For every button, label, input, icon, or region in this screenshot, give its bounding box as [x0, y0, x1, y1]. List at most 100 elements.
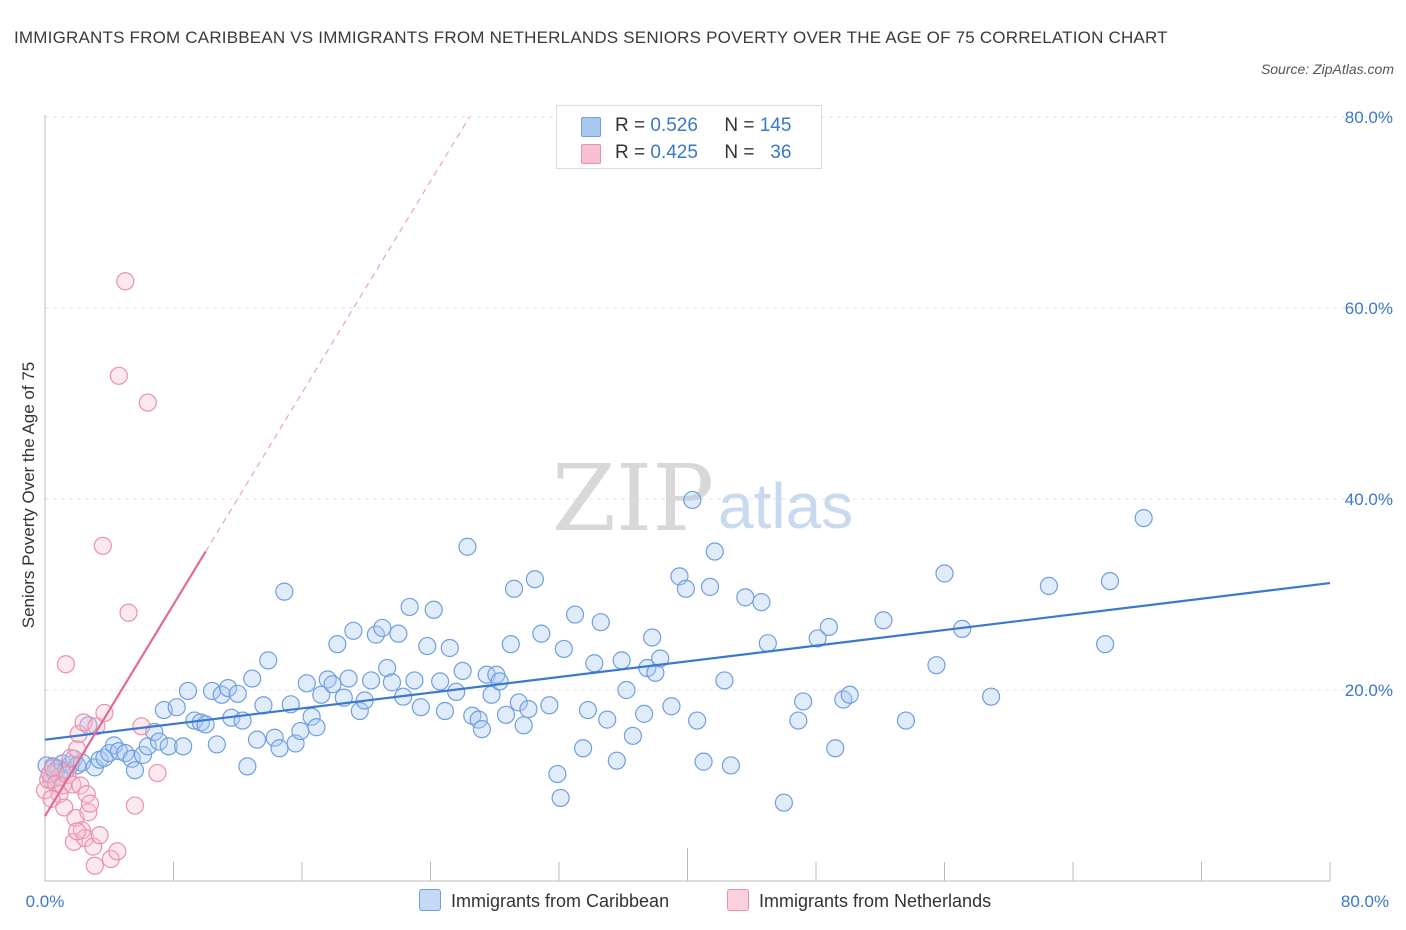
x-tick-label-max: 80.0%: [1341, 892, 1389, 911]
watermark: ZIP atlas: [552, 445, 853, 552]
data-point: [585, 654, 604, 673]
y-tick-label: 80.0%: [1345, 108, 1393, 127]
data-point: [694, 752, 713, 771]
data-point: [774, 793, 793, 812]
data-point: [981, 687, 1001, 706]
chart-source: Source: ZipAtlas.com: [1260, 61, 1394, 77]
data-point: [297, 674, 316, 693]
data-point: [243, 669, 262, 688]
data-point: [219, 678, 238, 698]
data-point: [378, 658, 397, 678]
bottom-legend-swatch-netherlands: [727, 889, 749, 911]
data-point: [935, 564, 954, 583]
data-point: [275, 582, 294, 601]
data-point: [490, 672, 509, 691]
data-point: [101, 849, 120, 869]
data-point: [405, 671, 424, 690]
data-point: [323, 675, 342, 694]
data-point: [565, 605, 585, 624]
trend-line-netherlands-extension: [205, 116, 470, 552]
data-point: [540, 696, 559, 715]
data-point: [532, 624, 551, 643]
data-point: [794, 692, 813, 711]
y-tick-label: 60.0%: [1345, 299, 1393, 318]
data-point: [312, 685, 331, 704]
trend-line-netherlands: [44, 550, 207, 817]
data-point: [612, 651, 631, 670]
data-point: [125, 796, 145, 815]
y-axis-title: Seniors Poverty Over the Age of 75: [19, 362, 38, 628]
data-point: [56, 655, 75, 674]
data-point: [1096, 635, 1115, 654]
y-tick-labels: 20.0% 40.0% 60.0% 80.0%: [1345, 108, 1393, 700]
data-point: [116, 272, 135, 291]
data-point: [896, 711, 916, 730]
data-point: [149, 732, 169, 751]
data-point: [109, 366, 128, 385]
data-point: [1039, 576, 1059, 596]
data-point: [238, 757, 257, 776]
data-point: [424, 600, 443, 619]
series-netherlands: [35, 272, 167, 875]
data-point: [927, 656, 946, 675]
data-point: [207, 735, 226, 754]
data-point: [440, 638, 459, 658]
data-point: [344, 621, 363, 640]
data-point: [676, 579, 695, 598]
data-point: [458, 537, 477, 556]
x-tick-label-min: 0.0%: [26, 892, 65, 911]
data-point: [509, 693, 528, 712]
data-point: [525, 570, 545, 589]
data-point: [496, 705, 516, 724]
data-point: [643, 628, 662, 647]
legend-r-value: 0.425: [650, 142, 698, 163]
data-point: [80, 794, 100, 813]
data-point: [95, 703, 114, 723]
data-point: [683, 490, 702, 510]
data-point: [411, 698, 430, 717]
data-point: [607, 751, 626, 770]
data-point: [548, 764, 567, 784]
data-point: [789, 711, 808, 730]
grid-lines: [45, 116, 1392, 691]
data-point: [93, 536, 112, 555]
data-point: [617, 680, 636, 700]
y-tick-label: 40.0%: [1345, 490, 1393, 509]
correlation-legend: R = 0.526 N = 145 R = 0.425 N = 36: [556, 105, 822, 169]
data-point: [55, 798, 74, 817]
chart-title: IMMIGRANTS FROM CARIBBEAN VS IMMIGRANTS …: [14, 28, 1168, 47]
data-point: [573, 739, 593, 758]
bottom-legend-caribbean: Immigrants from Caribbean: [419, 889, 669, 915]
data-point: [373, 618, 392, 638]
data-point: [554, 639, 573, 659]
legend-n-label: N =: [724, 142, 755, 163]
data-point: [40, 764, 59, 784]
data-point: [819, 617, 838, 637]
data-point: [623, 726, 642, 745]
data-point: [138, 393, 157, 412]
data-point: [389, 624, 408, 643]
data-point: [662, 697, 681, 716]
data-point: [167, 698, 186, 717]
legend-r-value: 0.526: [650, 115, 698, 136]
series-caribbean: [37, 490, 1153, 812]
data-point: [551, 788, 570, 808]
data-point: [228, 684, 247, 703]
watermark-atlas: atlas: [718, 470, 853, 542]
data-point: [125, 761, 145, 780]
data-point: [447, 682, 466, 702]
bottom-legend-swatch-caribbean: [419, 889, 441, 911]
legend-n-value: 145: [759, 115, 792, 136]
data-point: [1134, 508, 1153, 528]
data-point: [133, 745, 153, 765]
data-point: [77, 784, 96, 804]
data-point: [400, 597, 419, 617]
data-point: [635, 704, 654, 723]
data-point: [840, 685, 859, 704]
data-point: [108, 842, 127, 861]
bottom-legend-label-caribbean: Immigrants from Caribbean: [451, 891, 670, 911]
data-point: [826, 739, 845, 758]
data-point: [519, 699, 538, 719]
data-point: [291, 721, 310, 741]
